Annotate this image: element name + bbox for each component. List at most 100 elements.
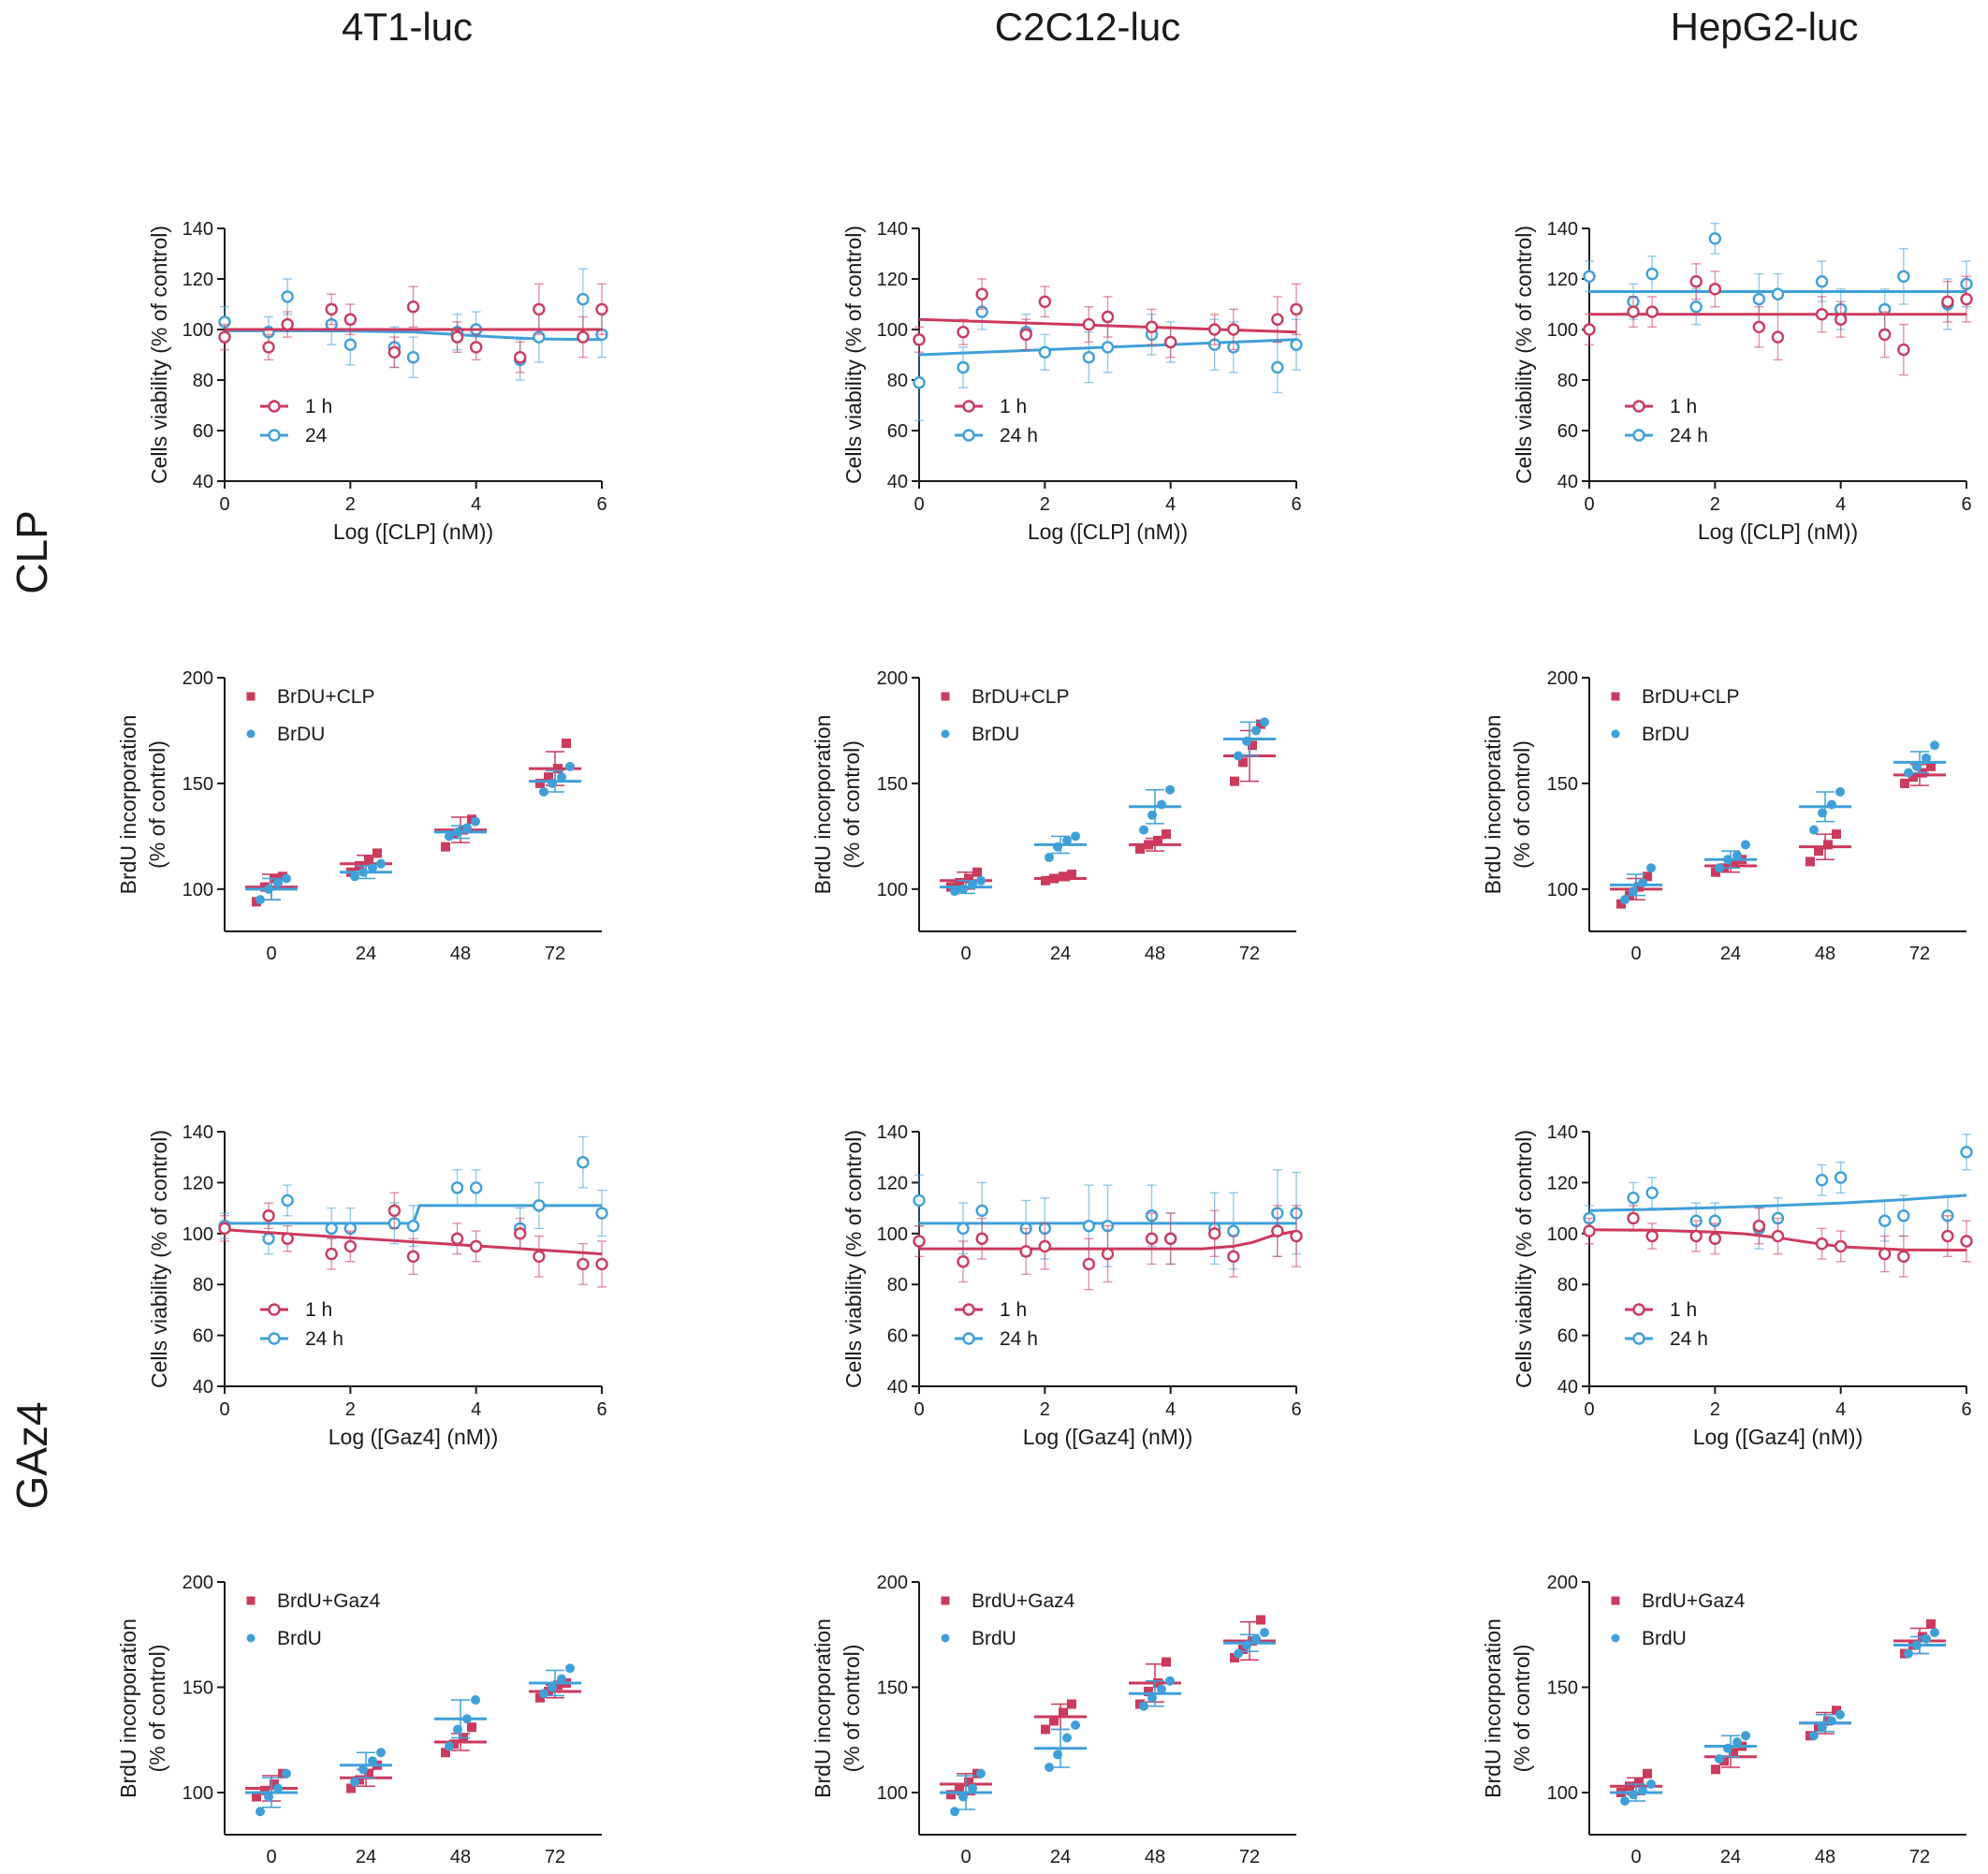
data-point [1634, 1777, 1644, 1787]
x-tick-label: 48 [1145, 944, 1165, 964]
y-tick-label: 140 [1547, 1122, 1578, 1143]
y-tick-label: 80 [887, 1275, 908, 1296]
data-point [344, 338, 358, 351]
x-tick-label: 4 [1165, 1399, 1176, 1420]
x-tick-label: 48 [1145, 1847, 1165, 1867]
y-tick-label: 200 [183, 1573, 213, 1593]
data-point [975, 1232, 988, 1245]
x-tick-label: 72 [1909, 944, 1930, 964]
data-point [1926, 1619, 1936, 1629]
chart-gaz4-hepg2-brdu: 100 150 200 0 24 48 72 BrdU incorporation (% of … [1481, 1573, 1966, 1867]
data-point [957, 326, 970, 339]
legend-marker [1611, 1633, 1620, 1643]
legend-marker [268, 1303, 281, 1316]
data-point [256, 1807, 265, 1817]
data-point [406, 1219, 420, 1233]
data-point [957, 1255, 970, 1268]
y-tick-label: 120 [183, 1173, 213, 1193]
data-point [1815, 1237, 1829, 1251]
data-point [1904, 768, 1913, 778]
y-tick-label: 80 [1557, 1275, 1578, 1296]
x-tick-label: 0 [266, 944, 276, 964]
series-BrDU-CLP [245, 739, 581, 907]
legend-marker [941, 692, 950, 701]
legend-marker [1632, 1332, 1645, 1345]
data-point [1165, 784, 1175, 795]
legend-label: BrDU [972, 724, 1019, 745]
data-point [1689, 275, 1703, 288]
data-point [595, 1207, 608, 1220]
chart-gaz4-4t1-viability: 40 60 80 100 120 140 0 2 4 6 Log ([Gaz4] (nM)) Cell… [147, 1122, 608, 1449]
data-point [1771, 330, 1785, 344]
data-point [387, 345, 402, 359]
y-tick-label: 60 [887, 421, 908, 442]
data-point [282, 1768, 291, 1779]
data-point [350, 1777, 359, 1787]
y-axis-label-line: (% of control) [1510, 740, 1534, 869]
data-point [1162, 829, 1171, 840]
series-1-h [913, 1205, 1303, 1291]
series-BrDU [1610, 740, 1946, 905]
x-axis-label: Log ([Gaz4] (nM)) [329, 1425, 499, 1449]
data-point [1059, 1707, 1068, 1718]
y-tick-label: 80 [193, 1275, 213, 1296]
data-point [539, 1689, 548, 1699]
data-point [1815, 1173, 1829, 1187]
data-point [1643, 1768, 1652, 1779]
data-point [1814, 846, 1823, 856]
y-tick-label: 40 [193, 472, 213, 492]
data-point [577, 1257, 590, 1271]
data-point [1045, 1763, 1054, 1772]
data-point [1708, 283, 1722, 296]
y-tick-label: 40 [193, 1377, 213, 1398]
data-point [1145, 320, 1159, 333]
x-axis-label: Log ([CLP] (nM)) [1028, 520, 1188, 544]
data-point [1941, 1229, 1954, 1243]
data-point [950, 1807, 959, 1817]
legend-label: BrdU [277, 1628, 322, 1649]
y-tick-label: 100 [1547, 1224, 1578, 1245]
data-point [1067, 1699, 1076, 1709]
data-point [957, 360, 970, 374]
data-point [1153, 835, 1162, 845]
x-tick-label: 72 [1239, 1847, 1260, 1867]
series-1-h [1583, 263, 1973, 376]
data-point [364, 855, 373, 865]
x-tick-label: 24 [1050, 944, 1071, 964]
series-1-h [218, 283, 608, 373]
legend-marker [246, 1596, 256, 1605]
data-point [1620, 895, 1630, 905]
y-tick-label: 140 [877, 1122, 908, 1143]
data-point [1234, 751, 1243, 761]
data-point [281, 290, 294, 303]
x-tick-label: 0 [266, 1847, 276, 1867]
data-point [1741, 1731, 1750, 1741]
data-point [577, 330, 590, 344]
data-point [577, 292, 590, 306]
data-point [1634, 882, 1644, 892]
x-axis-label: Log ([Gaz4] (nM)) [1693, 1425, 1864, 1449]
y-axis-label: BrdU incorporation (% of control) [1481, 1618, 1534, 1798]
data-point [964, 1777, 973, 1787]
y-tick-label: 100 [183, 1224, 213, 1245]
legend-label: BrdU [972, 1628, 1016, 1649]
y-tick-label: 140 [183, 1122, 213, 1143]
data-point [1960, 292, 1973, 306]
y-tick-label: 40 [887, 1377, 908, 1398]
legend-marker [1632, 400, 1645, 413]
data-point [1067, 870, 1076, 880]
data-point [469, 1239, 483, 1253]
data-point [1645, 1186, 1659, 1199]
data-point [1144, 1687, 1153, 1696]
data-point [1230, 1653, 1239, 1662]
chart-gaz4-c2c12-viability: 40 60 80 100 120 140 0 2 4 6 Log ([Gaz4] (nM)) Cell… [841, 1122, 1303, 1449]
x-tick-label: 72 [1239, 944, 1260, 964]
y-axis-label: BrdU incorporation (% of control) [811, 715, 864, 895]
data-point [1260, 717, 1269, 727]
data-point [1752, 1219, 1766, 1233]
data-point [976, 1768, 986, 1779]
data-point [1752, 292, 1766, 306]
data-point [1038, 295, 1052, 308]
data-point [1627, 1192, 1640, 1205]
